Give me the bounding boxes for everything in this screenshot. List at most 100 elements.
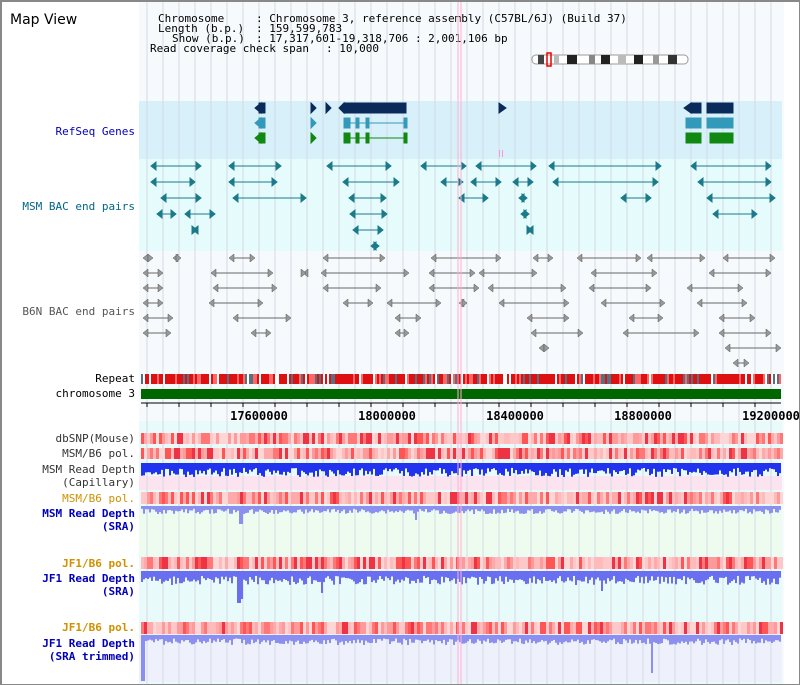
jf1-pol2-cell	[189, 622, 192, 634]
track-label-jf1-b6-pol-2[interactable]: JF1/B6 pol.	[62, 621, 135, 634]
msm-pol2-cell	[480, 492, 483, 504]
bac-end-marker	[530, 160, 537, 172]
track-label-dbsnp[interactable]: dbSNP(Mouse)	[56, 432, 135, 445]
msm-sra-depth-bar	[571, 506, 573, 513]
jf1-depth-bar	[275, 571, 277, 580]
refseq-gene-features[interactable]	[254, 101, 734, 157]
msm-sra-depth-bar	[423, 506, 425, 512]
dbsnp-cell	[591, 433, 594, 444]
msm-depth-bar	[455, 463, 457, 474]
jf1-depth-bar	[419, 571, 421, 583]
track-label-msm-b6-pol-2[interactable]: MSM/B6 pol.	[62, 492, 135, 505]
jf1-trim-depth-bar	[405, 635, 407, 641]
msm-depth-bar	[571, 463, 573, 477]
bac-end-marker	[751, 208, 758, 220]
jf1-trim-depth-bar	[383, 635, 385, 639]
msm-pol2-cell	[315, 492, 318, 504]
repeat-segment	[603, 374, 605, 384]
msm-sra-depth-bar	[545, 506, 547, 510]
jf1-pol-cell	[774, 557, 777, 569]
track-label-jf1-trimmed[interactable]: JF1 Read Depth	[42, 637, 135, 650]
jf1-pol-cell	[570, 557, 573, 569]
track-label-msm-b6-pol[interactable]: MSM/B6 pol.	[62, 447, 135, 460]
dbsnp-cell	[294, 433, 297, 444]
msm-sra-depth-bar	[771, 506, 773, 513]
track-label-chromosome[interactable]: chromosome 3	[56, 387, 135, 400]
track-label-refseq[interactable]: RefSeq Genes	[56, 125, 135, 138]
bac-end-marker	[765, 328, 772, 338]
read-depth-tracks[interactable]	[141, 463, 781, 681]
jf1-trim-depth-bar	[235, 635, 237, 639]
msm-sra-depth-bar	[535, 506, 537, 514]
msm-pol2-cell	[636, 492, 639, 504]
msm-pol2-cell	[771, 492, 774, 504]
jf1-pol-cell	[648, 557, 651, 569]
msm-pol2-cell	[351, 492, 354, 504]
jf1-trim-depth-bar	[347, 635, 349, 643]
track-label-b6n-bac[interactable]: B6N BAC end pairs	[22, 305, 135, 318]
jf1-pol2-cell	[651, 622, 654, 634]
msm-bac-end-pairs[interactable]	[150, 160, 776, 252]
jf1-pol-cell	[261, 557, 264, 569]
msm-depth-bar	[361, 463, 363, 469]
jf1-depth-bar	[733, 571, 735, 580]
jf1-depth-bar	[447, 571, 449, 579]
jf1-pol2-cell	[180, 622, 183, 634]
repeat-segment	[739, 374, 741, 384]
msm-sra-depth-bar	[485, 506, 487, 514]
repeat-segment	[271, 374, 273, 384]
jf1-depth-bar	[233, 571, 235, 577]
repeat-segment	[333, 374, 335, 384]
jf1-depth-bar	[475, 571, 477, 578]
msm-pol-cell	[354, 448, 357, 459]
jf1-depth-bar	[177, 571, 179, 579]
msm-sra-depth-bar	[301, 506, 303, 512]
chromosome-ideogram[interactable]	[531, 52, 689, 67]
msm-depth-bar	[709, 463, 711, 475]
repeat-segment	[305, 374, 307, 384]
jf1-pol2-cell	[396, 622, 399, 634]
jf1-depth-bar	[637, 571, 639, 577]
msm-pol-cell	[516, 448, 519, 459]
repeat-segment	[559, 374, 561, 384]
msm-sra-depth-bar	[681, 506, 683, 513]
msm-pol2-cell	[327, 492, 330, 504]
repeat-segment	[337, 374, 339, 384]
track-label-jf1-b6-pol[interactable]: JF1/B6 pol.	[62, 557, 135, 570]
track-label-msm-bac[interactable]: MSM BAC end pairs	[22, 200, 135, 213]
msm-pol2-cell	[189, 492, 192, 504]
msm-depth-bar	[433, 463, 435, 471]
msm-sra-depth-bar	[601, 506, 603, 512]
msm-pol-cell	[192, 448, 195, 459]
track-label-msm-depth-sra[interactable]: MSM Read Depth	[42, 507, 135, 520]
msm-pol-cell	[159, 448, 162, 459]
dbsnp-cell	[528, 433, 531, 444]
msm-pol2-cell	[645, 492, 648, 504]
msm-sra-depth-bar	[159, 506, 161, 513]
msm-sra-depth-bar	[719, 506, 721, 511]
repeat-segment	[411, 374, 413, 384]
msm-pol-cell	[165, 448, 168, 459]
track-label-msm-depth-capillary[interactable]: MSM Read Depth	[42, 463, 135, 476]
msm-pol-cell	[750, 448, 753, 459]
jf1-depth-bar	[517, 571, 519, 581]
variant-heat-tracks[interactable]	[141, 433, 783, 634]
jf1-depth-bar	[199, 571, 201, 585]
jf1-depth-bar	[249, 571, 251, 578]
b6n-bac-end-pairs[interactable]	[142, 253, 782, 368]
msm-pol-cell	[753, 448, 756, 459]
msm-pol2-cell	[291, 492, 294, 504]
track-label-jf1-depth[interactable]: JF1 Read Depth	[42, 572, 135, 585]
bac-end-marker	[620, 192, 627, 204]
dbsnp-cell	[411, 433, 414, 444]
msm-sra-depth-bar	[705, 506, 707, 513]
jf1-depth-bar	[329, 571, 331, 579]
jf1-trim-depth-bar	[691, 635, 693, 642]
msm-sra-depth-bar	[633, 506, 635, 512]
jf1-trim-depth-bar	[645, 635, 647, 645]
jf1-pol2-cell	[414, 622, 417, 634]
dbsnp-cell	[741, 433, 744, 444]
track-label-repeat[interactable]: Repeat	[95, 372, 135, 385]
jf1-trim-depth-bar	[389, 635, 391, 645]
